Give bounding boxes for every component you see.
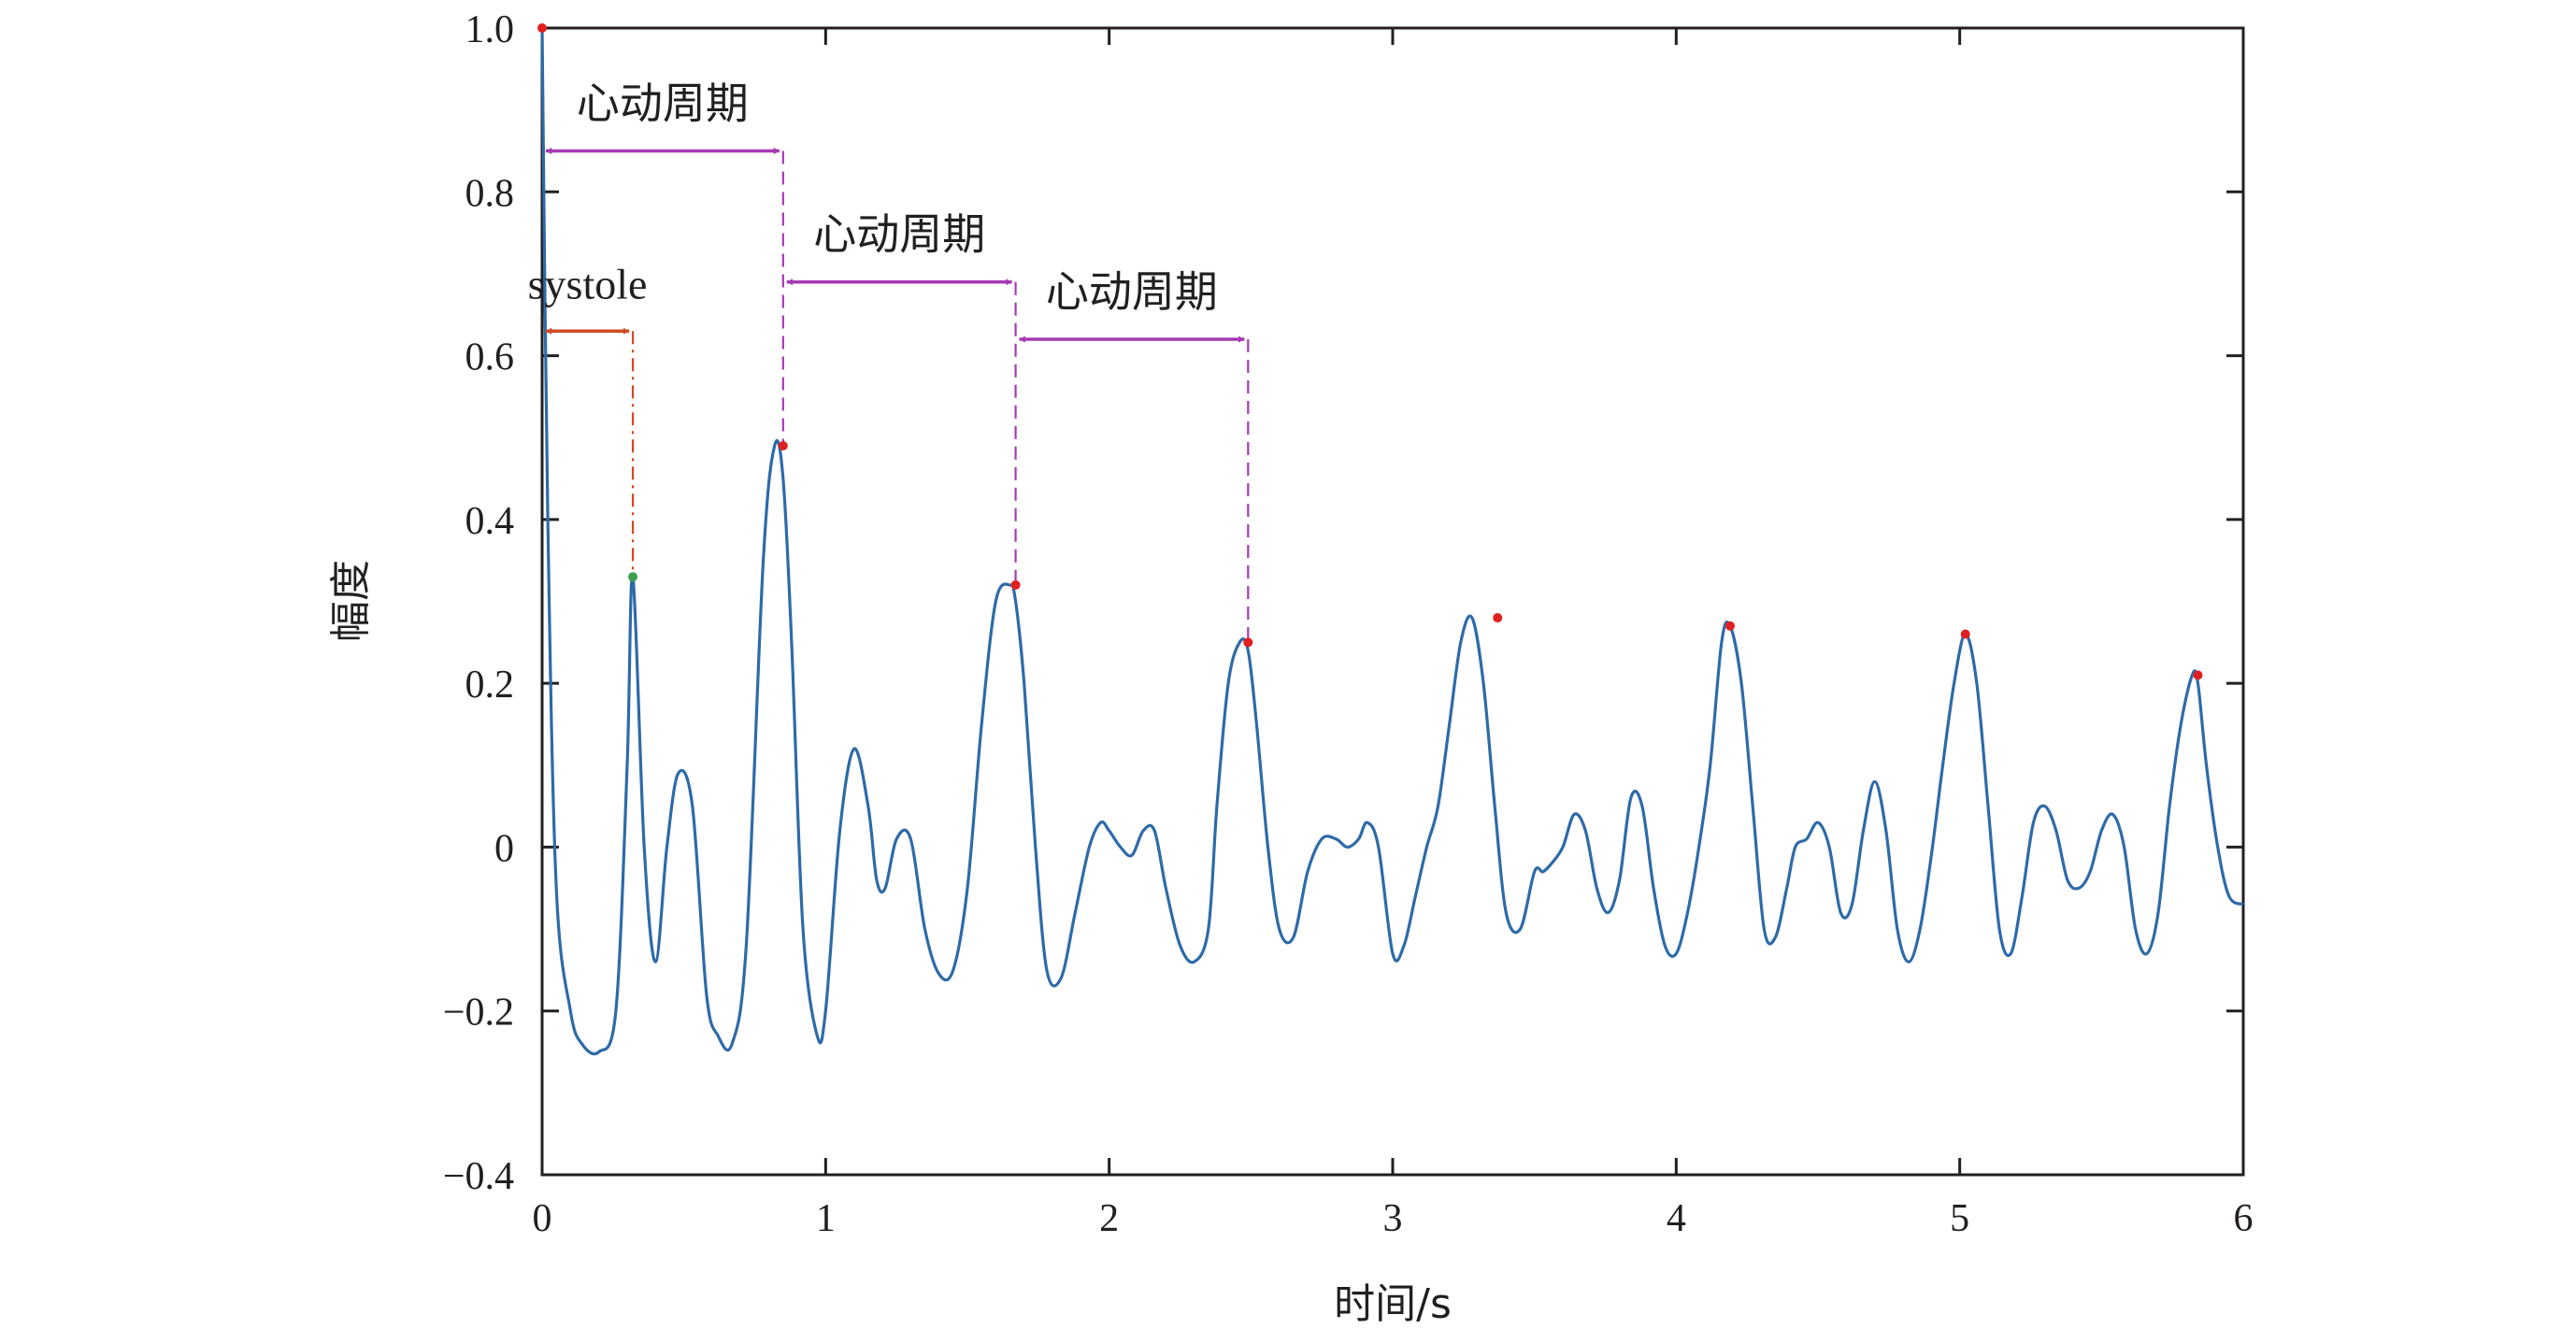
cycle-label: 心动周期 bbox=[577, 78, 749, 128]
peak-markers bbox=[537, 23, 2203, 680]
x-tick-label: 0 bbox=[533, 1197, 552, 1240]
cycle-label: 心动周期 bbox=[813, 209, 985, 260]
peak-marker bbox=[1724, 621, 1735, 631]
x-axis-title: 时间/s bbox=[1334, 1280, 1452, 1328]
peak-marker bbox=[2193, 670, 2203, 680]
y-axis-title: 幅度 bbox=[327, 560, 375, 642]
x-tick-label: 4 bbox=[1667, 1197, 1686, 1240]
y-tick-label: 0 bbox=[494, 827, 514, 870]
cycle-label: 心动周期 bbox=[1046, 266, 1218, 317]
x-tick-label: 2 bbox=[1099, 1197, 1119, 1240]
y-tick-label: −0.4 bbox=[443, 1155, 514, 1198]
y-axis-ticks: −0.4 −0.2 0 0.2 0.4 0.6 0.8 1.0 bbox=[443, 8, 2243, 1198]
x-tick-label: 6 bbox=[2234, 1197, 2254, 1240]
peak-marker bbox=[1960, 629, 1970, 639]
y-tick-label: −0.2 bbox=[443, 992, 514, 1035]
systole-label: systole bbox=[528, 260, 648, 307]
annotation-guides bbox=[631, 150, 1250, 643]
x-tick-label: 3 bbox=[1383, 1197, 1403, 1240]
peak-marker bbox=[1243, 637, 1253, 648]
y-tick-label: 0.4 bbox=[465, 500, 515, 543]
peak-marker bbox=[1010, 579, 1021, 590]
x-tick-label: 1 bbox=[816, 1197, 836, 1240]
y-tick-label: 0.2 bbox=[465, 664, 515, 707]
x-axis-ticks: 0 1 2 3 4 5 6 bbox=[533, 28, 2254, 1240]
peak-marker bbox=[1493, 613, 1503, 623]
series-layer bbox=[540, 27, 2244, 1056]
y-tick-label: 1.0 bbox=[465, 8, 515, 51]
peak-marker bbox=[628, 572, 638, 582]
peak-marker bbox=[537, 23, 547, 33]
y-tick-label: 0.6 bbox=[465, 336, 515, 379]
x-tick-label: 5 bbox=[1950, 1197, 1969, 1240]
plot-frame bbox=[540, 26, 2245, 1177]
peak-marker bbox=[778, 440, 788, 450]
y-tick-label: 0.8 bbox=[465, 172, 515, 215]
series-line bbox=[540, 27, 2244, 1056]
